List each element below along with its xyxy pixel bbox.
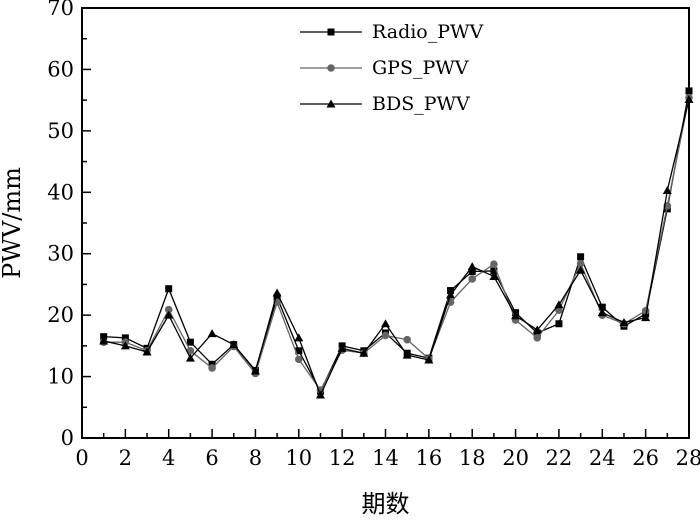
legend-label: GPS_PWV (372, 57, 469, 79)
data-point (185, 353, 195, 362)
series-gps-pwv (99, 93, 693, 394)
y-tick-label: 10 (47, 365, 74, 389)
data-point (272, 288, 282, 297)
data-point (577, 253, 585, 261)
data-point (315, 390, 325, 399)
x-tick-label: 26 (632, 446, 659, 470)
legend-label: Radio_PWV (372, 21, 484, 43)
data-point (186, 346, 195, 355)
data-point (619, 318, 629, 327)
data-point (359, 348, 369, 357)
data-point (446, 290, 456, 299)
y-tick-label: 20 (47, 303, 74, 327)
data-point (532, 325, 542, 334)
data-point (295, 347, 303, 355)
series-line (103, 99, 690, 397)
data-point (229, 340, 239, 349)
data-point (381, 331, 390, 340)
legend-marker (327, 64, 335, 72)
x-tick-label: 0 (75, 446, 88, 470)
data-point (273, 293, 281, 301)
data-point (294, 333, 304, 342)
data-point (467, 262, 477, 271)
x-tick-label: 24 (589, 446, 616, 470)
data-point (511, 311, 521, 320)
data-point (402, 350, 412, 359)
x-tick-label: 28 (676, 446, 700, 470)
series-line (103, 97, 690, 392)
series-line (103, 90, 690, 393)
data-point (99, 336, 109, 345)
x-tick-label: 22 (546, 446, 573, 470)
x-axis-title: 期数 (362, 490, 410, 518)
data-point (685, 87, 693, 95)
data-point (207, 329, 217, 338)
data-point (468, 275, 477, 283)
y-axis-title: PWV/mm (0, 167, 26, 279)
data-point (597, 308, 607, 317)
data-point (294, 355, 303, 364)
legend-label: BDS_PWV (372, 93, 470, 115)
data-point (490, 260, 498, 268)
data-point (490, 267, 498, 275)
legend-marker (326, 99, 336, 108)
x-tick-label: 6 (205, 446, 218, 470)
y-tick-label: 30 (47, 242, 74, 266)
data-point (403, 335, 411, 344)
data-point (662, 185, 672, 194)
x-tick-label: 12 (329, 446, 356, 470)
x-tick-label: 8 (249, 446, 262, 470)
data-point (555, 306, 563, 315)
legend-marker (327, 28, 335, 36)
data-point (576, 259, 585, 268)
legend: Radio_PWV GPS_PWV BDS_PWV (292, 12, 512, 120)
x-tick-label: 4 (162, 446, 175, 470)
data-point (250, 366, 260, 375)
data-point (164, 305, 173, 314)
y-tick-label: 70 (47, 0, 74, 20)
data-point (468, 268, 476, 276)
data-point (555, 320, 563, 328)
x-tick-label: 10 (285, 446, 312, 470)
data-point (598, 303, 606, 311)
data-point (121, 334, 129, 342)
x-tick-label: 20 (502, 446, 529, 470)
data-point (684, 95, 694, 104)
y-tick-label: 0 (61, 426, 74, 450)
series-group (99, 87, 694, 399)
x-tick-label: 16 (415, 446, 442, 470)
data-point (186, 338, 194, 346)
data-point (337, 343, 347, 352)
data-point (489, 271, 499, 280)
data-point (424, 355, 434, 364)
data-point (120, 341, 130, 350)
x-tick-label: 2 (119, 446, 132, 470)
data-point (165, 285, 173, 293)
x-tick-label: 14 (372, 446, 399, 470)
series-bds-pwv (99, 95, 694, 399)
y-tick-label: 50 (47, 119, 74, 143)
data-point (208, 364, 216, 372)
data-point (164, 310, 174, 319)
x-tick-label: 18 (459, 446, 486, 470)
data-point (381, 319, 390, 328)
data-point (554, 300, 564, 309)
data-point (641, 313, 651, 322)
data-point (142, 347, 152, 356)
y-tick-label: 60 (47, 57, 74, 81)
data-point (576, 265, 586, 274)
y-tick-label: 40 (47, 180, 74, 204)
data-point (533, 334, 542, 342)
